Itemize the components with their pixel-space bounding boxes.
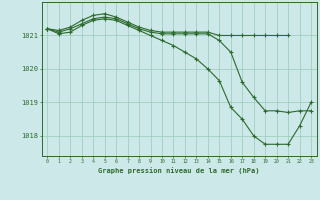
X-axis label: Graphe pression niveau de la mer (hPa): Graphe pression niveau de la mer (hPa) — [99, 167, 260, 174]
